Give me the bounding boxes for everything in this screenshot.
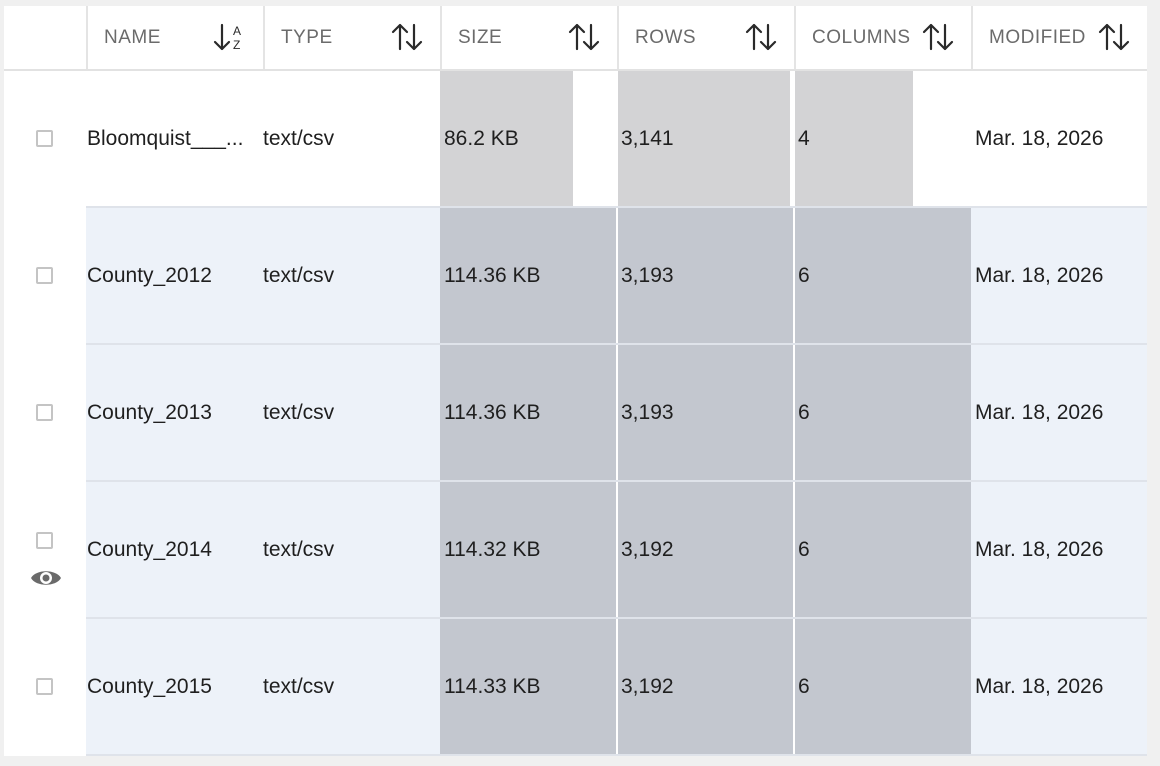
cell-type: text/csv [263, 537, 335, 561]
column-separator [793, 482, 795, 617]
column-separator [616, 619, 618, 754]
cell-rows: 3,193 [621, 400, 674, 424]
row-checkbox[interactable] [36, 532, 53, 549]
rows-bar [617, 208, 794, 343]
cell-columns: 6 [798, 400, 810, 424]
sort-arrows-icon[interactable] [1097, 22, 1133, 52]
cell-modified: Mar. 18, 2026 [975, 126, 1104, 150]
column-header-columns[interactable]: COLUMNS [794, 6, 971, 69]
cell-name: County_2015 [87, 674, 212, 698]
cell-type: text/csv [263, 126, 335, 150]
row-checkbox[interactable] [36, 678, 53, 695]
sort-arrows-icon[interactable] [390, 22, 426, 52]
columns-bar [794, 482, 971, 617]
table-row[interactable]: County_2014 text/csv 114.32 KB 3,192 6 Mar. 1… [4, 482, 1147, 619]
cell-size: 86.2 KB [444, 126, 519, 150]
column-header-modified[interactable]: MODIFIED [971, 6, 1147, 69]
column-separator [793, 208, 795, 343]
row-divider [86, 754, 1147, 756]
cell-size: 114.33 KB [444, 674, 541, 698]
cell-modified: Mar. 18, 2026 [975, 400, 1104, 424]
size-bar [440, 71, 573, 206]
cell-type: text/csv [263, 674, 335, 698]
column-separator [793, 345, 795, 480]
size-bar [440, 619, 617, 754]
column-header-label: MODIFIED [989, 26, 1086, 48]
table-row[interactable]: Bloomquist___... text/csv 86.2 KB 3,141 4 Mar… [4, 71, 1147, 208]
cell-type: text/csv [263, 400, 335, 424]
row-checkbox[interactable] [36, 404, 53, 421]
size-bar [440, 208, 617, 343]
row-divider [86, 206, 1147, 208]
row-divider [86, 343, 1147, 345]
column-separator [616, 345, 618, 480]
cell-type: text/csv [263, 263, 335, 287]
columns-bar [794, 345, 971, 480]
cell-name: County_2014 [87, 537, 212, 561]
row-checkbox[interactable] [36, 267, 53, 284]
cell-modified: Mar. 18, 2026 [975, 537, 1104, 561]
rows-bar [617, 71, 790, 206]
file-table: NAME A Z TYPE SIZE ROWS COLUMNS MODIFIED Bloomq… [4, 6, 1147, 756]
rows-bar [617, 619, 794, 754]
rows-bar [617, 482, 794, 617]
cell-columns: 6 [798, 537, 810, 561]
column-separator [616, 482, 618, 617]
cell-modified: Mar. 18, 2026 [975, 674, 1104, 698]
row-checkbox[interactable] [36, 130, 53, 147]
columns-bar [794, 619, 971, 754]
column-header-label: TYPE [281, 26, 333, 48]
svg-text:A: A [233, 24, 242, 38]
column-header-label: ROWS [635, 26, 697, 48]
table-header: NAME A Z TYPE SIZE ROWS COLUMNS MODIFIED [4, 6, 1147, 71]
cell-name: County_2012 [87, 263, 212, 287]
column-header-label: SIZE [458, 26, 503, 48]
size-bar [440, 345, 617, 480]
column-separator [616, 208, 618, 343]
cell-name: Bloomquist___... [87, 126, 244, 150]
row-divider [86, 480, 1147, 482]
cell-rows: 3,192 [621, 674, 674, 698]
cell-rows: 3,192 [621, 537, 674, 561]
column-separator [793, 71, 795, 206]
column-header-rows[interactable]: ROWS [617, 6, 794, 69]
column-header-type[interactable]: TYPE [263, 6, 440, 69]
rows-bar [617, 345, 794, 480]
cell-size: 114.32 KB [444, 537, 541, 561]
column-header-name[interactable]: NAME A Z [86, 6, 263, 69]
column-separator [616, 71, 618, 206]
column-header-label: COLUMNS [812, 26, 911, 48]
eye-icon[interactable] [30, 567, 62, 589]
size-bar [440, 482, 617, 617]
svg-text:Z: Z [233, 38, 241, 52]
column-separator [793, 619, 795, 754]
cell-columns: 6 [798, 263, 810, 287]
columns-bar [794, 71, 913, 206]
columns-bar [794, 208, 971, 343]
cell-modified: Mar. 18, 2026 [975, 263, 1104, 287]
table-row[interactable]: County_2015 text/csv 114.33 KB 3,192 6 Mar. 1… [4, 619, 1147, 756]
sort-arrows-icon[interactable] [921, 22, 957, 52]
cell-rows: 3,141 [621, 126, 674, 150]
cell-columns: 4 [798, 126, 810, 150]
cell-columns: 6 [798, 674, 810, 698]
sort-arrows-icon[interactable] [744, 22, 780, 52]
cell-size: 114.36 KB [444, 263, 541, 287]
cell-size: 114.36 KB [444, 400, 541, 424]
column-header-size[interactable]: SIZE [440, 6, 617, 69]
row-divider [86, 617, 1147, 619]
cell-name: County_2013 [87, 400, 212, 424]
table-row[interactable]: County_2012 text/csv 114.36 KB 3,193 6 Mar. 1… [4, 208, 1147, 345]
column-header-label: NAME [104, 26, 161, 48]
sort-arrows-icon[interactable] [567, 22, 603, 52]
cell-rows: 3,193 [621, 263, 674, 287]
table-row[interactable]: County_2013 text/csv 114.36 KB 3,193 6 Mar. 1… [4, 345, 1147, 482]
